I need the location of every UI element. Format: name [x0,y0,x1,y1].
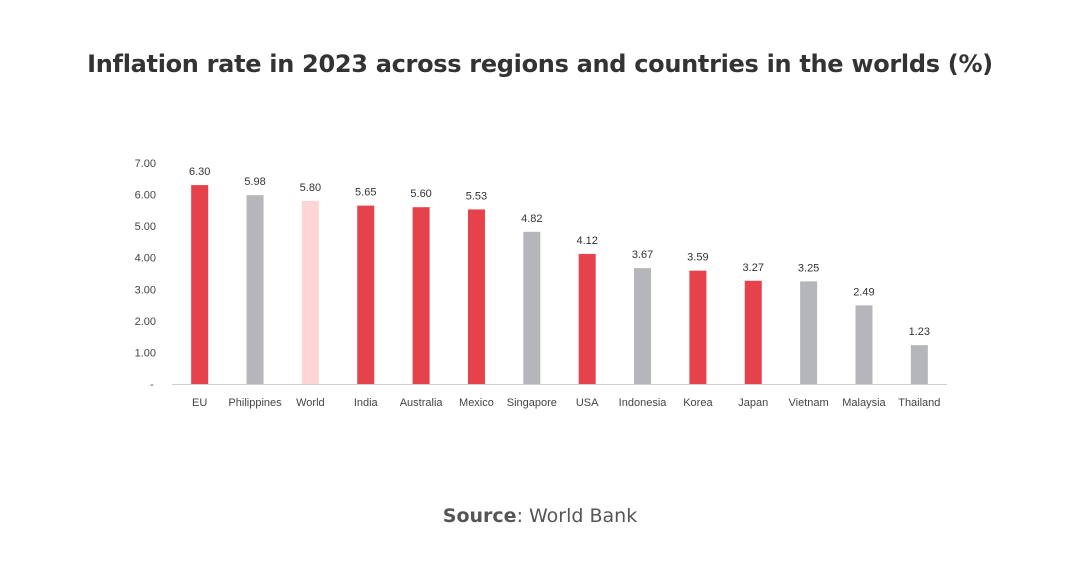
x-tick-label: Philippines [228,397,282,409]
x-tick-label: Japan [738,397,768,409]
x-tick-label: Mexico [459,397,494,409]
bar-singapore [523,231,541,384]
data-label: 6.30 [189,166,210,178]
x-tick-label: Vietnam [789,397,829,409]
data-label: 5.65 [355,187,376,199]
bar-thailand [910,345,928,384]
y-tick-label: - [150,379,154,391]
bar-mexico [467,209,485,384]
data-label: 3.25 [798,262,819,274]
x-tick-label: Indonesia [619,397,668,409]
bar-australia [412,207,430,384]
data-label: 5.80 [300,182,321,194]
source-note: Source: World Bank [0,505,1080,527]
data-label: 3.59 [687,252,708,264]
x-tick-label: Singapore [507,397,557,409]
data-label: 1.23 [909,326,930,338]
x-tick-label: Australia [400,397,444,409]
y-tick-label: 3.00 [135,284,156,296]
bar-philippines [246,195,264,384]
x-tick-label: Thailand [898,397,940,409]
y-tick-label: 5.00 [135,221,156,233]
source-label: Source [442,505,517,527]
x-tick-label: World [296,397,325,409]
data-label: 5.98 [244,176,265,188]
y-tick-label: 1.00 [135,347,156,359]
bar-japan [744,280,762,384]
bar-malaysia [855,305,873,384]
data-label: 5.60 [410,188,431,200]
source-text: : World Bank [516,505,638,527]
bar-india [357,205,375,384]
x-tick-label: Malaysia [842,397,886,409]
data-label: 2.49 [853,286,874,298]
bar-usa [578,253,596,384]
y-tick-label: 7.00 [135,158,156,170]
data-label: 4.12 [576,235,597,247]
x-tick-label: India [354,397,379,409]
data-label: 5.53 [466,190,487,202]
bar-world [301,200,319,384]
x-tick-label: EU [192,397,207,409]
data-label: 3.27 [743,262,764,274]
data-label: 4.82 [521,213,542,225]
bar-indonesia [634,268,652,384]
x-tick-label: USA [576,397,599,409]
bar-vietnam [800,281,818,384]
data-label: 3.67 [632,249,653,261]
x-tick-label: Korea [683,397,713,409]
y-tick-label: 2.00 [135,316,156,328]
y-tick-label: 6.00 [135,190,156,202]
chart-title: Inflation rate in 2023 across regions an… [87,50,993,78]
y-tick-label: 4.00 [135,253,156,265]
bar-korea [689,270,707,384]
bar-eu [191,185,209,384]
